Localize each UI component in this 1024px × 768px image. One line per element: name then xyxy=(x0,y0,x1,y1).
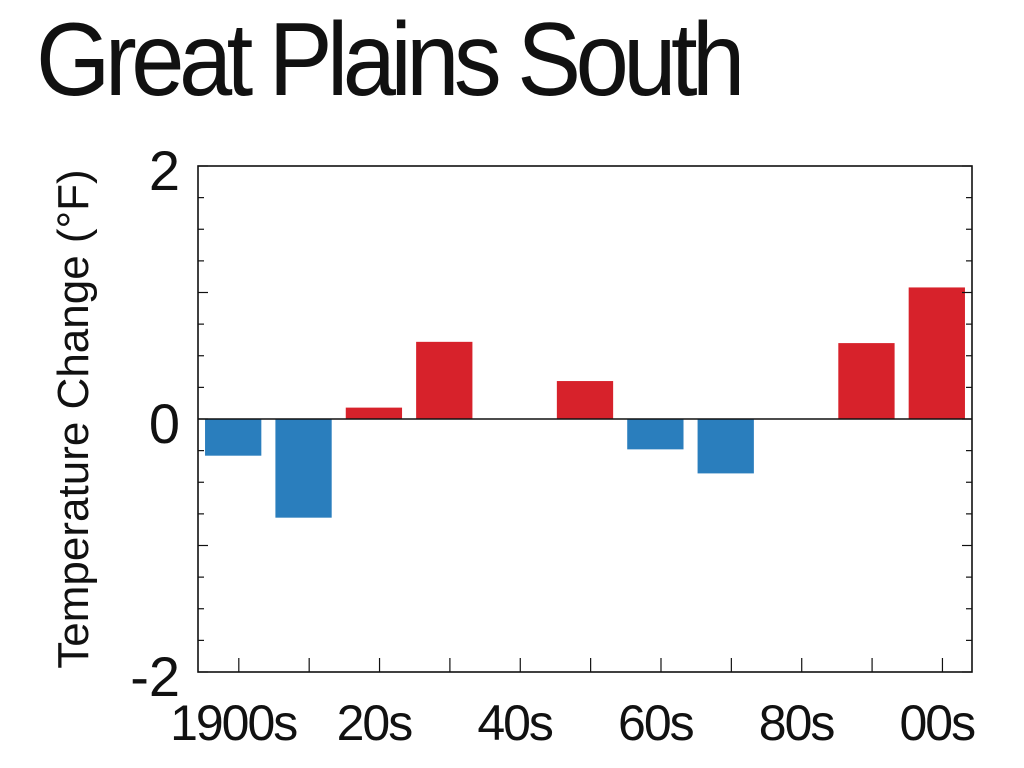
chart-title: Great Plains South xyxy=(36,2,745,118)
x-tick-label: 80s xyxy=(759,695,835,751)
x-tick-label: 40s xyxy=(477,695,553,751)
y-tick-label: -2 xyxy=(130,645,180,708)
x-tick-label: 00s xyxy=(900,695,976,751)
bar-2000s xyxy=(908,287,965,419)
bar-1920s xyxy=(345,407,403,419)
bar-1950s xyxy=(556,381,614,419)
y-tick-label: 0 xyxy=(149,392,180,455)
x-tick-label: 20s xyxy=(337,695,413,751)
y-tick-label: 2 xyxy=(149,139,180,202)
y-axis-label: Temperature Change (°F) xyxy=(49,169,98,668)
bar-1990s xyxy=(838,343,895,419)
bar-1900s xyxy=(205,419,262,456)
bar-1930s xyxy=(416,341,473,419)
bar-1960s xyxy=(627,419,684,450)
bar-1970s xyxy=(697,419,754,474)
x-tick-label: 1900s xyxy=(170,695,297,751)
x-tick-label: 60s xyxy=(618,695,694,751)
bar-1910s xyxy=(275,419,332,518)
